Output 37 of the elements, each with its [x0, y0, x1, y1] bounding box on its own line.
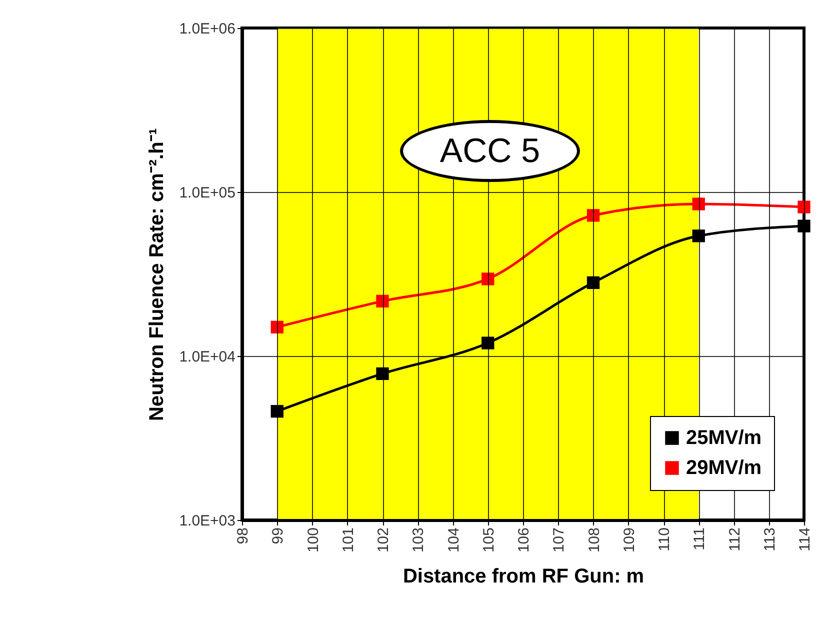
x-tick-label: 98	[234, 528, 252, 544]
x-tick-label: 114	[796, 528, 814, 552]
x-tick-label: 106	[516, 528, 532, 553]
legend-label: 29MV/m	[686, 457, 762, 479]
y-tick-label: 1.0E+03	[179, 512, 236, 530]
point	[376, 367, 389, 380]
legend-label: 25MV/m	[686, 427, 762, 449]
x-tick-label: 105	[480, 528, 498, 553]
x-tick-label: 100	[304, 528, 322, 553]
point	[270, 404, 284, 418]
y-axis-title: Neutron Fluence Rate: cm⁻².h⁻¹	[146, 128, 168, 421]
y-tick-label: 1.0E+05	[179, 184, 236, 202]
point	[482, 336, 494, 350]
point	[692, 198, 705, 210]
x-tick-label: 108	[586, 528, 603, 553]
x-tick-label: 107	[550, 528, 568, 553]
x-tick-label: 103	[410, 528, 428, 553]
point	[270, 320, 284, 334]
x-tick-label: 102	[375, 528, 392, 553]
x-tick-label: 113	[761, 528, 778, 552]
x-tick-label: 112	[726, 528, 744, 552]
point	[798, 200, 810, 214]
x-tick-label: 99	[270, 528, 287, 544]
x-axis-title: Distance from RF Gun: m	[402, 566, 644, 588]
point	[798, 220, 810, 232]
y-tick-label: 1.0E+04	[179, 348, 236, 366]
point	[586, 209, 600, 222]
y-tick-label: 1.0E+06	[179, 20, 236, 38]
point	[586, 276, 600, 289]
point	[482, 272, 494, 286]
x-tick-label: 111	[691, 528, 708, 550]
x-tick-label: 109	[620, 528, 638, 553]
x-tick-label: 110	[656, 528, 673, 552]
x-tick-label: 101	[340, 528, 357, 553]
point	[376, 294, 389, 308]
x-tick-label: 104	[445, 528, 462, 553]
point	[692, 230, 705, 242]
